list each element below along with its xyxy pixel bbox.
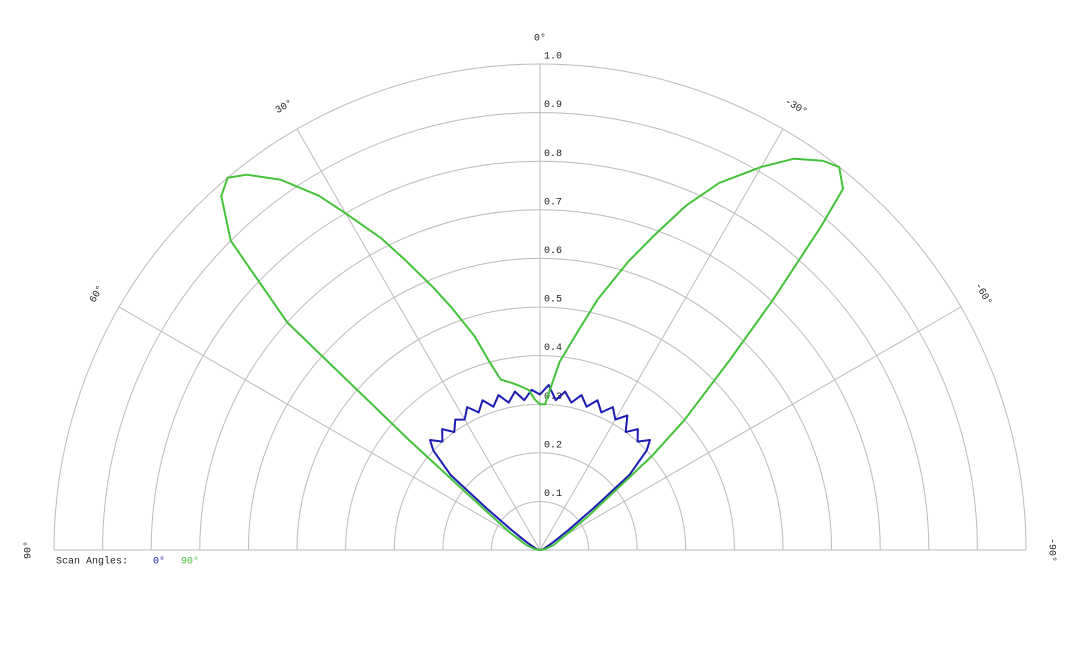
- r-tick-label: 0.5: [544, 295, 562, 306]
- theta-tick-label: -90°: [1045, 538, 1057, 562]
- series-line: [429, 383, 651, 551]
- r-tick-label: 0.6: [544, 246, 562, 257]
- theta-tick-label: -60°: [972, 281, 994, 308]
- theta-tick-label: 30°: [274, 97, 296, 116]
- r-tick-label: 0.3: [544, 392, 562, 403]
- legend-entry: 90°: [181, 556, 199, 568]
- r-tick-label: 0.1: [544, 489, 562, 500]
- r-tick-label: 0.8: [544, 149, 562, 160]
- r-tick-label: 0.7: [544, 197, 562, 208]
- theta-tick-label: 90°: [23, 541, 35, 559]
- r-tick-label: 1.0: [544, 52, 562, 63]
- theta-tick-label: -30°: [782, 96, 809, 118]
- series-line: [220, 157, 845, 551]
- theta-tick-label: 60°: [87, 284, 106, 306]
- grid-spoke: [118, 306, 541, 551]
- grid-spoke: [539, 128, 784, 551]
- grid-spoke: [539, 306, 962, 551]
- r-tick-label: 0.4: [544, 343, 562, 354]
- r-tick-label: 0.9: [544, 100, 562, 111]
- legend-title: Scan Angles:: [56, 556, 128, 568]
- r-tick-label: 0.2: [544, 440, 562, 451]
- theta-tick-label: 0°: [534, 33, 546, 45]
- grid-spoke: [296, 128, 541, 551]
- legend-entry: 0°: [153, 556, 165, 568]
